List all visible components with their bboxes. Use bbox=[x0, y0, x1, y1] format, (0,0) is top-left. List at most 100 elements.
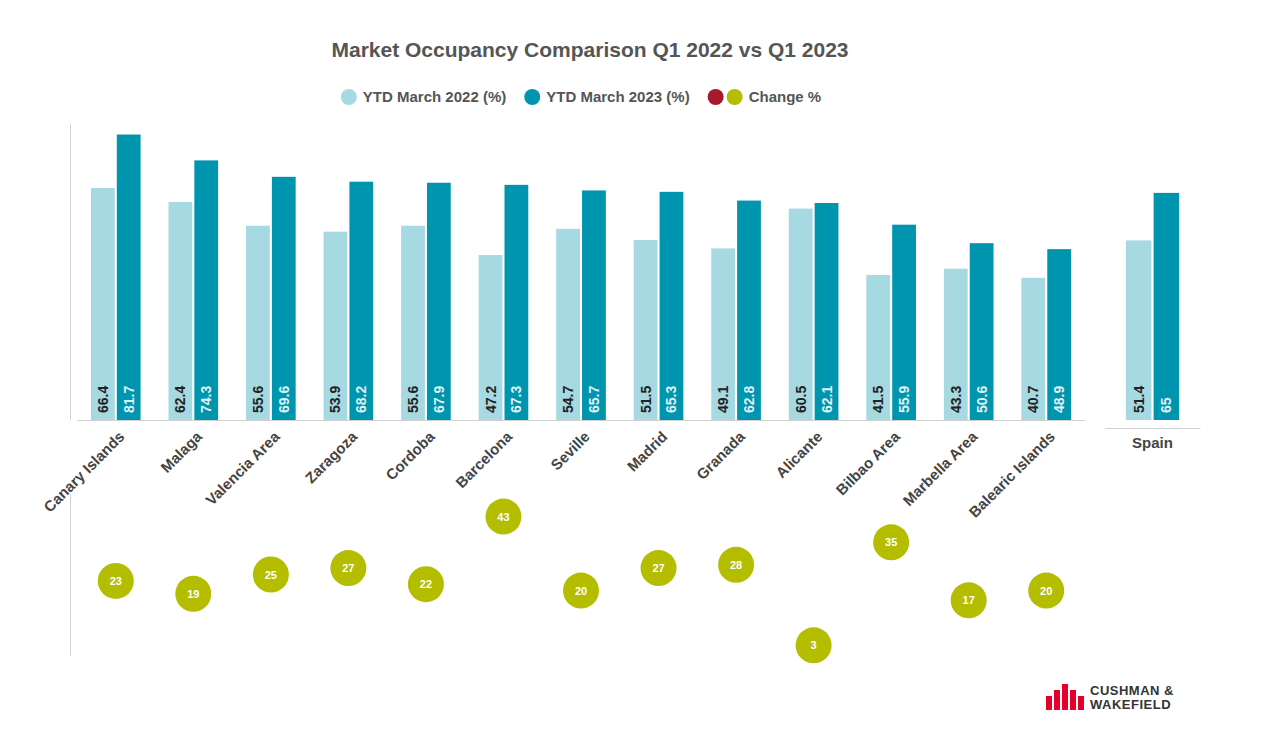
tick-label: Seville bbox=[547, 428, 593, 474]
logo: CUSHMAN &WAKEFIELD bbox=[1046, 683, 1174, 712]
tick: Marbella Area bbox=[899, 420, 981, 509]
bar bbox=[1021, 278, 1045, 420]
bar bbox=[401, 226, 425, 420]
bar bbox=[711, 248, 735, 420]
tick: Barcelona bbox=[452, 420, 516, 491]
legend-swatch bbox=[708, 89, 724, 105]
data-label: 48.9 bbox=[1051, 386, 1067, 413]
tick-label: Granada bbox=[693, 427, 749, 483]
logo-shape bbox=[1062, 684, 1068, 710]
bar bbox=[660, 192, 684, 420]
data-label: 66.4 bbox=[95, 386, 111, 413]
point bbox=[485, 499, 521, 535]
data-label: 41.5 bbox=[870, 386, 886, 413]
point-label: 3 bbox=[811, 639, 817, 651]
data-labels: 66.462.455.653.955.647.254.751.549.160.5… bbox=[95, 386, 1175, 413]
bar bbox=[582, 190, 606, 420]
data-label: 43.3 bbox=[948, 386, 964, 413]
bar bbox=[168, 202, 192, 420]
tick: Balearic Islands bbox=[965, 420, 1058, 521]
point bbox=[1028, 573, 1064, 609]
point bbox=[641, 550, 677, 586]
bar bbox=[737, 201, 761, 420]
point bbox=[718, 547, 754, 583]
bar bbox=[504, 185, 528, 420]
title: Market Occupancy Comparison Q1 2022 vs Q… bbox=[331, 38, 848, 61]
data-label: 51.5 bbox=[638, 386, 654, 413]
legend-label: YTD March 2023 (%) bbox=[546, 88, 689, 105]
data-label: 67.3 bbox=[508, 386, 524, 413]
legend-swatch bbox=[727, 89, 743, 105]
data-label: 81.7 bbox=[121, 386, 137, 413]
bar bbox=[556, 229, 580, 420]
y-axis bbox=[70, 124, 71, 421]
legend-swatch bbox=[524, 89, 540, 105]
data-label: 65.7 bbox=[586, 386, 602, 413]
tick: Canary Islands bbox=[40, 420, 127, 515]
tick-label: Alicante bbox=[772, 428, 825, 481]
data-label: 60.5 bbox=[793, 386, 809, 413]
data-label: 51.4 bbox=[1131, 386, 1147, 413]
bar bbox=[117, 135, 141, 420]
data-label: 49.1 bbox=[715, 386, 731, 413]
point-label: 28 bbox=[730, 559, 742, 571]
tick-label: Zaragoza bbox=[302, 427, 361, 486]
tick-label: Spain bbox=[1132, 434, 1173, 451]
point-label: 20 bbox=[575, 585, 587, 597]
tick-label: Madrid bbox=[624, 428, 671, 475]
annotation: WAKEFIELD bbox=[1090, 697, 1171, 712]
data-label: 53.9 bbox=[327, 386, 343, 413]
bars bbox=[91, 135, 1179, 420]
x-axis: Canary IslandsMalagaValencia AreaZaragoz… bbox=[40, 420, 1085, 521]
bar bbox=[1154, 193, 1180, 420]
bar bbox=[272, 177, 296, 420]
point-label: 43 bbox=[497, 511, 509, 523]
bar bbox=[970, 243, 994, 420]
tick-label: Bilbao Area bbox=[832, 427, 903, 498]
data-label: 62.8 bbox=[741, 386, 757, 413]
tick-label: Marbella Area bbox=[899, 427, 981, 509]
point-label: 19 bbox=[187, 588, 199, 600]
point-label: 27 bbox=[342, 562, 354, 574]
point-label: 27 bbox=[652, 562, 664, 574]
data-label: 62.1 bbox=[819, 386, 835, 413]
data-label: 62.4 bbox=[172, 386, 188, 413]
data-label: 67.9 bbox=[431, 386, 447, 413]
bar bbox=[324, 232, 348, 420]
tick: Spain bbox=[1132, 428, 1173, 451]
legend-swatch bbox=[341, 89, 357, 105]
point-label: 17 bbox=[963, 594, 975, 606]
data-label: 68.2 bbox=[353, 386, 369, 413]
data-label: 74.3 bbox=[198, 386, 214, 413]
y2-axis-line bbox=[70, 495, 71, 656]
y2-axis bbox=[70, 495, 71, 656]
tick-label: Malaga bbox=[157, 427, 205, 475]
bar bbox=[944, 269, 968, 420]
data-label: 65.3 bbox=[663, 386, 679, 413]
data-label: 40.7 bbox=[1025, 386, 1041, 413]
point-label: 22 bbox=[420, 578, 432, 590]
point bbox=[408, 566, 444, 602]
tick: Alicante bbox=[772, 420, 825, 481]
tick: Zaragoza bbox=[302, 420, 361, 486]
tick: Cordoba bbox=[382, 420, 438, 483]
tick-label: Cordoba bbox=[382, 427, 438, 483]
bar bbox=[91, 188, 115, 420]
logo-shape bbox=[1054, 690, 1060, 710]
point bbox=[563, 573, 599, 609]
point bbox=[98, 563, 134, 599]
tick-label: Barcelona bbox=[452, 427, 516, 491]
y-axis-line bbox=[70, 124, 71, 421]
x-axis-total-line bbox=[1106, 428, 1201, 429]
bar bbox=[1047, 249, 1071, 420]
bar bbox=[866, 275, 890, 420]
tick: Seville bbox=[547, 420, 593, 473]
annotation: CUSHMAN & bbox=[1090, 683, 1174, 698]
points bbox=[98, 499, 1064, 664]
bar bbox=[427, 183, 451, 420]
legend-label: Change % bbox=[749, 88, 822, 105]
data-label: 65 bbox=[1158, 397, 1174, 413]
logo-shape bbox=[1070, 690, 1076, 710]
point bbox=[253, 557, 289, 593]
point bbox=[330, 550, 366, 586]
